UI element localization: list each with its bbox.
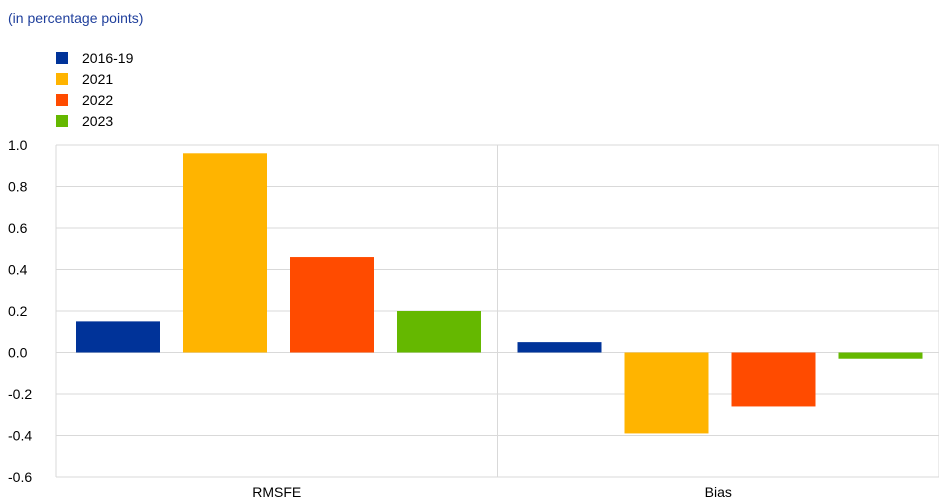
bar-2022-bias bbox=[731, 352, 816, 407]
bar-2023-bias bbox=[838, 352, 923, 359]
legend-item-2016-19: 2016-19 bbox=[56, 47, 133, 68]
bar-2021-rmsfe bbox=[183, 153, 267, 353]
bar-2016-19-rmsfe bbox=[76, 321, 160, 353]
y-tick-label: -0.2 bbox=[8, 386, 32, 402]
bar-2022-rmsfe bbox=[290, 257, 374, 353]
y-tick-label: 0.6 bbox=[8, 220, 28, 236]
legend: 2016-19 2021 2022 2023 bbox=[56, 47, 133, 131]
y-tick-label: 0.4 bbox=[8, 262, 28, 278]
y-tick-label: 1.0 bbox=[8, 137, 28, 153]
legend-swatch bbox=[56, 93, 68, 106]
bar-2023-rmsfe bbox=[397, 311, 481, 353]
y-tick-label: 0.2 bbox=[8, 303, 28, 319]
legend-label: 2016-19 bbox=[82, 49, 134, 66]
y-tick-label: -0.4 bbox=[8, 428, 32, 444]
y-tick-label: 0.8 bbox=[8, 179, 28, 195]
bar-2021-bias bbox=[624, 352, 709, 434]
legend-swatch bbox=[56, 51, 68, 64]
chart-subtitle: (in percentage points) bbox=[8, 10, 144, 26]
bar-2016-19-bias bbox=[517, 342, 602, 353]
legend-item-2022: 2022 bbox=[56, 89, 133, 110]
legend-label: 2021 bbox=[82, 70, 114, 87]
legend-label: 2022 bbox=[82, 91, 114, 108]
legend-label: 2023 bbox=[82, 112, 114, 129]
y-tick-label: 0.0 bbox=[8, 345, 28, 361]
x-tick-label: Bias bbox=[705, 484, 732, 500]
legend-item-2023: 2023 bbox=[56, 110, 133, 131]
y-tick-label: -0.6 bbox=[8, 469, 32, 485]
legend-swatch bbox=[56, 114, 68, 127]
legend-swatch bbox=[56, 72, 68, 85]
legend-item-2021: 2021 bbox=[56, 68, 133, 89]
x-tick-label: RMSFE bbox=[252, 484, 301, 500]
